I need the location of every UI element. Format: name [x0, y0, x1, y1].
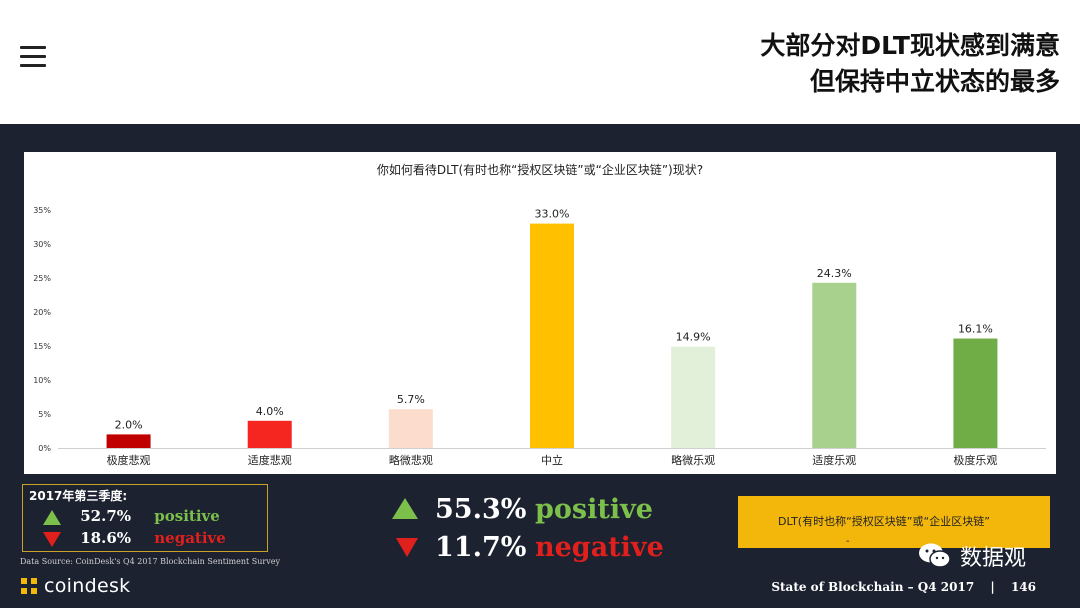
brand-name: coindesk	[44, 575, 131, 597]
callout-dash: -	[846, 536, 850, 547]
wechat-account-name: 数据观	[960, 546, 1027, 571]
q3-positive-label: positive	[154, 507, 220, 525]
coindesk-logo-icon	[21, 578, 37, 594]
q3-negative-value: 18.6%	[80, 529, 132, 547]
x-category-label: 中立	[541, 453, 563, 467]
footer: State of Blockchain – Q4 2017 | 146	[771, 580, 1036, 594]
data-source: Data Source: CoinDesk's Q4 2017 Blockcha…	[20, 557, 280, 566]
y-tick-label: 5%	[38, 410, 51, 419]
q3-positive-value: 52.7%	[80, 507, 132, 525]
title-line-1: 大部分对DLT现状感到满意	[760, 31, 1060, 60]
y-tick-label: 20%	[33, 308, 51, 317]
y-tick-label: 10%	[33, 376, 51, 385]
y-tick-label: 15%	[33, 342, 51, 351]
wechat-icon	[919, 543, 951, 568]
up-triangle-icon	[43, 509, 61, 525]
bar	[247, 420, 292, 448]
bar	[671, 346, 716, 448]
y-tick-label: 35%	[33, 206, 51, 215]
bar-value-label: 14.9%	[676, 331, 711, 344]
x-category-label: 略微乐观	[671, 453, 715, 467]
y-tick-label: 0%	[38, 444, 51, 453]
negative-value: 11.7%	[435, 532, 527, 563]
positive-up-triangle-icon	[392, 498, 418, 519]
y-tick-label: 25%	[33, 274, 51, 283]
coindesk-logo: coindesk	[20, 573, 130, 599]
bar-value-label: 2.0%	[115, 418, 143, 431]
bar-chart: 你如何看待DLT(有时也称“授权区块链”或“企业区块链”)现状? 0% 5% 10%…	[33, 162, 1046, 467]
page-title: 大部分对DLT现状感到满意 但保持中立状态的最多	[760, 28, 1060, 100]
bar	[953, 338, 998, 448]
q3-negative-row: 18.6% negative	[43, 529, 226, 547]
q3-title: 2017年第三季度:	[29, 489, 128, 503]
y-axis: 0% 5% 10% 15% 20% 25% 30% 35%	[33, 206, 1046, 453]
bar-value-label: 4.0%	[256, 405, 284, 418]
wechat-badge: 数据观	[918, 540, 1026, 572]
bar	[106, 434, 151, 448]
x-category-label: 极度悲观	[107, 453, 151, 467]
menu-icon[interactable]	[20, 46, 46, 68]
bar	[812, 282, 857, 448]
q3-negative-label: negative	[154, 529, 226, 547]
bar-value-label: 33.0%	[535, 208, 570, 221]
bar	[530, 223, 574, 448]
callout-box: DLT(有时也称“授权区块链”或“企业区块链” -	[738, 496, 1050, 548]
bar-value-label: 24.3%	[817, 267, 852, 280]
chart-panel: 你如何看待DLT(有时也称“授权区块链”或“企业区块链”)现状? 0% 5% 10%…	[24, 152, 1056, 474]
positive-label: positive	[535, 494, 653, 525]
header-bar: 大部分对DLT现状感到满意 但保持中立状态的最多	[0, 0, 1080, 124]
footer-separator: |	[990, 580, 995, 594]
down-triangle-icon	[43, 531, 61, 547]
callout-text: DLT(有时也称“授权区块链”或“企业区块链”	[778, 515, 990, 528]
bars-group: 2.0% 极度悲观 4.0% 适度悲观 5.7% 略微悲观 33.0% 中立 14.9% 略微乐观…	[106, 208, 998, 467]
bar	[388, 409, 433, 448]
q3-positive-row: 52.7% positive	[43, 507, 220, 525]
x-category-label: 适度乐观	[812, 453, 856, 467]
x-category-label: 略微悲观	[389, 453, 433, 467]
negative-label: negative	[535, 532, 664, 563]
bar-value-label: 16.1%	[958, 323, 993, 336]
report-title: State of Blockchain – Q4 2017	[771, 580, 975, 594]
x-category-label: 适度悲观	[248, 453, 292, 467]
chart-title: 你如何看待DLT(有时也称“授权区块链”或“企业区块链”)现状?	[377, 162, 703, 177]
title-line-2: 但保持中立状态的最多	[809, 67, 1060, 96]
positive-value: 55.3%	[435, 494, 527, 525]
negative-down-triangle-icon	[396, 538, 418, 557]
q3-summary-box: 2017年第三季度: 52.7% positive 18.6% negative	[22, 484, 268, 552]
page-number: 146	[1010, 580, 1036, 594]
x-category-label: 极度乐观	[953, 453, 997, 467]
y-tick-label: 30%	[33, 240, 51, 249]
bar-value-label: 5.7%	[397, 393, 425, 406]
